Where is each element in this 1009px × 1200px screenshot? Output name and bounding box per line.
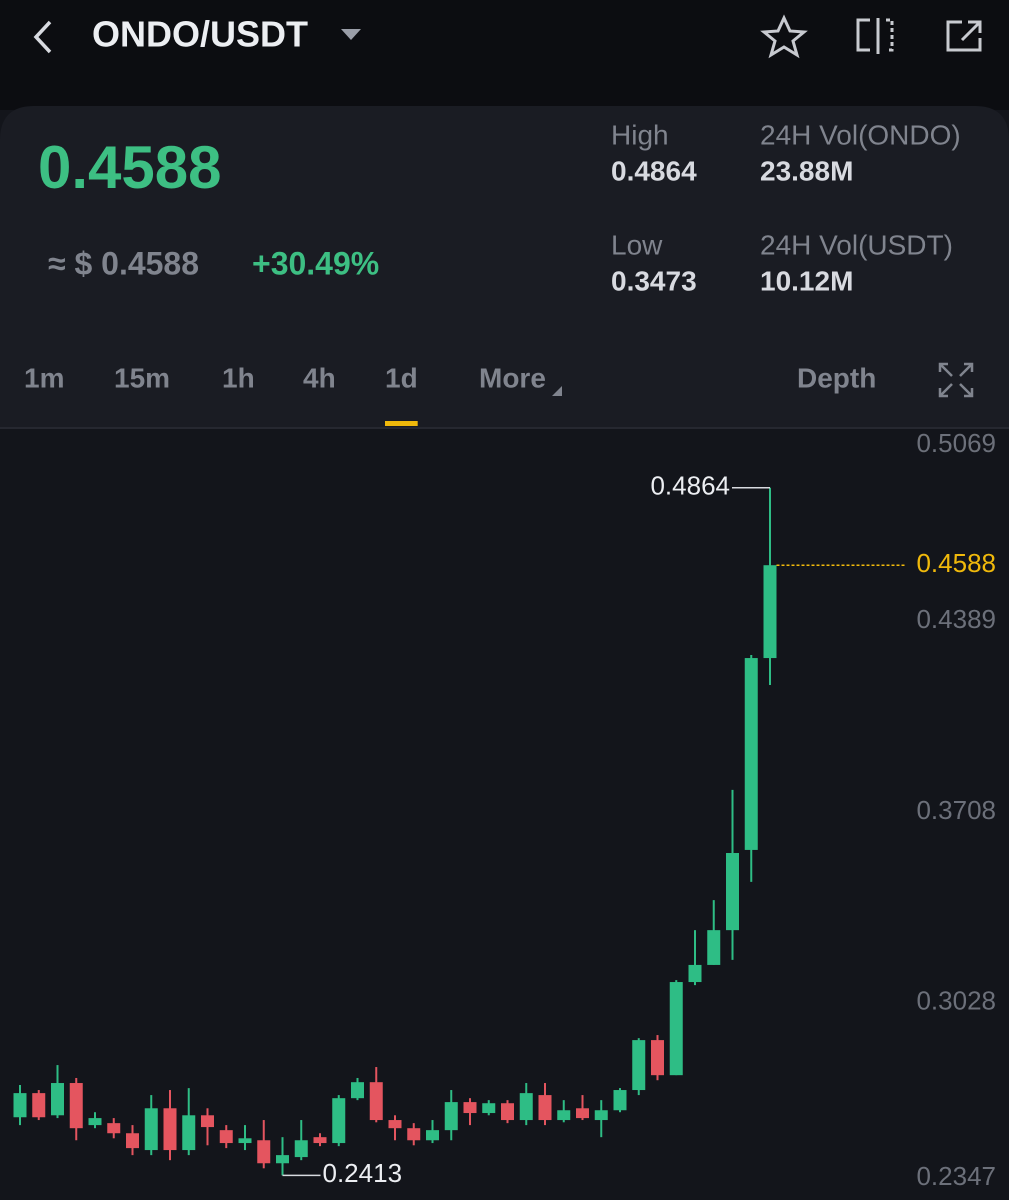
candle-body (276, 1155, 289, 1164)
interval-tab[interactable]: 1h (222, 362, 255, 393)
candle-body (744, 658, 758, 850)
candle-body (332, 1098, 346, 1144)
interval-tab[interactable]: 4h (303, 362, 336, 393)
candle-body (107, 1123, 121, 1134)
candle-body (13, 1093, 27, 1118)
candle-body (519, 1093, 533, 1121)
y-tick-label: 0.3028 (916, 986, 996, 1016)
last-price-label: 0.4588 (916, 548, 996, 578)
pair-title[interactable]: ONDO/USDT (92, 14, 308, 55)
candle-body (257, 1140, 271, 1164)
candle-body (501, 1103, 514, 1121)
fiat-price: ≈ $ 0.4588 (48, 245, 199, 281)
high-label: 0.4864 (650, 471, 730, 501)
share-icon[interactable] (946, 20, 982, 52)
more-arrow (552, 386, 562, 396)
candle-body (669, 982, 683, 1076)
candle-body (182, 1115, 196, 1151)
candle-body (238, 1138, 252, 1144)
stat-value: 10.12M (760, 265, 853, 296)
candle-body (763, 565, 777, 659)
candle-body (557, 1110, 571, 1121)
y-tick-label: 0.5069 (916, 428, 996, 458)
compare-icon[interactable] (856, 18, 894, 54)
candle-body (707, 930, 721, 965)
candle-body (407, 1128, 421, 1141)
low-label: 0.2413 (323, 1158, 403, 1188)
candle-body (632, 1040, 646, 1091)
y-tick-label: 0.2347 (916, 1161, 996, 1191)
last-price: 0.4588 (38, 134, 222, 201)
candle-body (88, 1118, 102, 1126)
candle-body (313, 1137, 327, 1144)
change-percent: +30.49% (252, 245, 379, 281)
candle-body (51, 1083, 64, 1116)
y-tick-label: 0.4389 (916, 604, 996, 634)
candle-body (201, 1115, 214, 1128)
interval-tab[interactable]: 1m (24, 362, 64, 393)
candle-body (219, 1130, 233, 1144)
candle-body (126, 1133, 139, 1149)
candle-body (482, 1103, 496, 1114)
candle-body (651, 1040, 664, 1076)
pair-dropdown[interactable] (341, 29, 361, 40)
candle-body (444, 1102, 458, 1131)
interval-tab[interactable]: 1d (385, 362, 418, 393)
stat-label: Low (611, 229, 663, 260)
stat-label: 24H Vol(USDT) (760, 229, 953, 260)
y-tick-label: 0.3708 (916, 795, 996, 825)
candle-body (144, 1108, 158, 1151)
favorite-icon[interactable] (760, 14, 808, 59)
stat-value: 0.3473 (611, 265, 697, 296)
candle-body (463, 1102, 477, 1114)
candle-body (426, 1130, 439, 1141)
back-button[interactable] (33, 20, 52, 54)
candle-body (351, 1082, 364, 1099)
candle-body (594, 1110, 608, 1121)
stat-label: 24H Vol(ONDO) (760, 119, 961, 150)
candle-body (369, 1082, 383, 1121)
fullscreen-icon[interactable] (938, 362, 974, 398)
candle-body (294, 1140, 308, 1158)
candle-body (538, 1095, 552, 1121)
candle-body (163, 1108, 177, 1151)
interval-tab[interactable]: 15m (114, 362, 170, 393)
active-tab-indicator (385, 421, 418, 426)
candle-body (388, 1120, 402, 1129)
top-bar (0, 0, 1009, 110)
ticker-card (0, 106, 1009, 428)
candle-body (576, 1108, 589, 1119)
candle-body (69, 1083, 83, 1129)
candle-body (32, 1093, 46, 1118)
depth-tab[interactable]: Depth (797, 362, 876, 393)
stat-value: 23.88M (760, 155, 853, 186)
stat-value: 0.4864 (611, 155, 697, 186)
candle-body (726, 853, 739, 931)
candle-body (613, 1090, 627, 1111)
more-tab[interactable]: More (479, 362, 546, 393)
stat-label: High (611, 119, 669, 150)
candle-body (688, 964, 702, 983)
